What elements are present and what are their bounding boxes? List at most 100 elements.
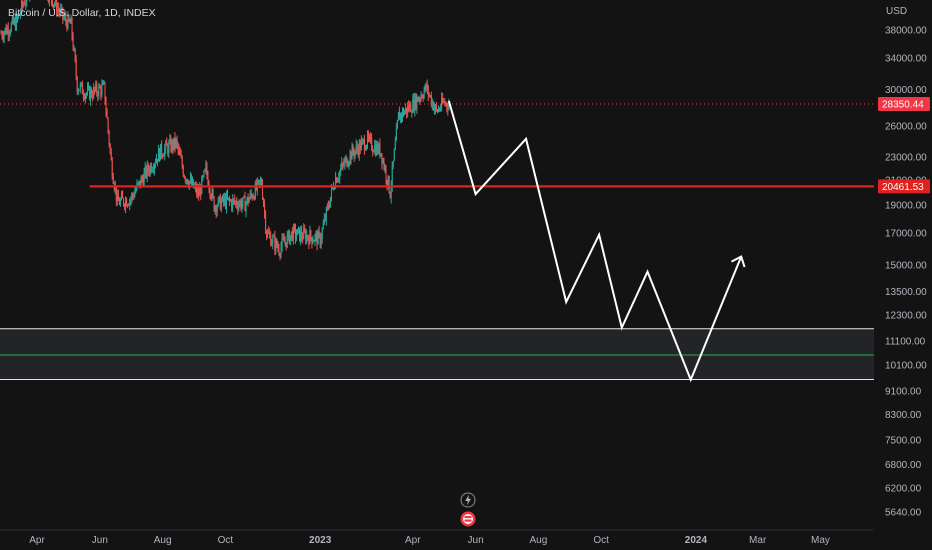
candle-body (379, 143, 381, 156)
candle-body (387, 176, 389, 185)
candle-body (432, 101, 434, 111)
lightning-icon[interactable] (460, 492, 476, 508)
candle-body (2, 36, 4, 39)
price-tick-label: 38000.00 (885, 26, 927, 37)
candle-body (329, 197, 331, 207)
candle-body (212, 190, 214, 197)
candle-body (149, 165, 151, 173)
target-zone (0, 328, 874, 380)
candle-body (378, 143, 380, 153)
candle-body (3, 32, 5, 39)
candle-body (130, 199, 132, 201)
candle-body (170, 139, 172, 151)
candle-body (56, 0, 58, 13)
time-tick-label: Aug (530, 535, 548, 546)
time-tick-label: Aug (154, 535, 172, 546)
candle-body (439, 108, 441, 110)
candle-body (385, 167, 387, 181)
candle-body (20, 12, 22, 15)
candle-body (167, 145, 169, 154)
candle-body (299, 227, 301, 241)
candle-body (236, 201, 238, 206)
candle-body (259, 180, 261, 183)
candle-body (82, 93, 84, 97)
candle-body (91, 89, 93, 96)
candle-body (193, 179, 195, 188)
candle-body (444, 101, 446, 104)
candle-body (443, 101, 445, 103)
candle-body (139, 180, 141, 187)
support-price-badge: 20461.53 (882, 182, 924, 193)
candle-body (144, 166, 146, 173)
candle-body (123, 198, 125, 205)
candle-body (202, 176, 204, 178)
candle-body (218, 196, 220, 199)
price-tick-label: 6800.00 (885, 460, 922, 471)
candle-body (1, 33, 3, 37)
candle-body (282, 238, 284, 240)
candle-body (360, 141, 362, 150)
candle-body (96, 84, 98, 94)
time-axis[interactable]: Apr Jun Aug Oct 2023 Apr Jun Aug Oct 2024 Mar May (0, 529, 874, 546)
candle-body (217, 198, 219, 207)
candle-body (368, 134, 370, 139)
candle-body (274, 236, 276, 250)
candle-body (48, 0, 50, 1)
candle-body (234, 199, 236, 203)
candle-body (99, 86, 101, 88)
candle-body (90, 89, 92, 100)
candle-body (313, 240, 315, 242)
price-tick-label: 17000.00 (885, 229, 927, 240)
candle-body (434, 105, 436, 109)
candle-body (253, 196, 255, 199)
candle-body (89, 86, 91, 100)
candle-body (337, 179, 339, 183)
candle-body (421, 95, 423, 98)
candle-body (247, 197, 249, 203)
time-tick-label: Jun (92, 535, 108, 546)
candle-body (283, 239, 285, 243)
candle-body (341, 163, 343, 169)
candle-body (146, 164, 148, 177)
candle-body (102, 82, 104, 85)
candle-body (67, 15, 69, 29)
candle-body (390, 186, 392, 198)
candle-body (125, 199, 127, 208)
candle-body (382, 160, 384, 164)
candle-body (120, 194, 122, 200)
candle-body (25, 1, 27, 5)
candle-body (386, 180, 388, 185)
candle-body (94, 87, 96, 91)
candle-body (435, 105, 437, 110)
event-flag-icon[interactable] (460, 511, 476, 527)
currency-label: USD (886, 6, 907, 17)
candle-body (78, 89, 80, 91)
candle-body (207, 175, 209, 186)
candle-body (95, 84, 97, 91)
candle-body (92, 95, 94, 98)
candle-body (400, 113, 402, 118)
candle-body (169, 139, 171, 144)
candle-body (52, 0, 54, 7)
time-tick-label: Apr (405, 535, 421, 546)
candle-body (425, 84, 427, 89)
current-price-badge: 28350.44 (882, 100, 924, 111)
candle-body (116, 195, 118, 201)
candle-body (103, 82, 105, 84)
candle-body (323, 218, 325, 225)
candle-body (336, 177, 338, 183)
projection-line (447, 100, 743, 383)
candle-body (433, 108, 435, 111)
candle-body (407, 105, 409, 114)
candle-body (75, 60, 77, 77)
candle-body (305, 231, 307, 242)
candle-body (231, 200, 233, 208)
candle-body (65, 16, 67, 22)
price-axis[interactable]: 38000.00 34000.00 30000.00 26000.00 23000.00… (885, 26, 927, 519)
candle-body (248, 198, 250, 203)
candle-body (441, 97, 443, 109)
price-tick-label: 15000.00 (885, 260, 927, 271)
support-price-badge-bg (878, 179, 930, 194)
candle-body (412, 99, 414, 113)
